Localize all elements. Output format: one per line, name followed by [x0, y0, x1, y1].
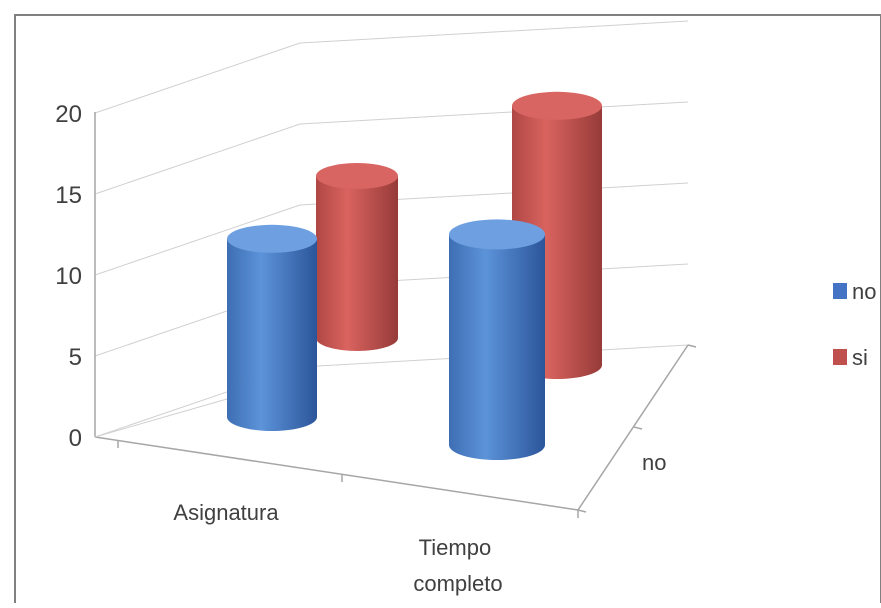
category-label-line: completo [413, 571, 502, 596]
gridline-back [299, 101, 689, 125]
legend-label-no: no [852, 279, 876, 304]
bars [227, 91, 602, 460]
y-tick-label: 20 [55, 101, 82, 128]
legend: no si [833, 279, 876, 370]
bar-no-1 [449, 219, 545, 460]
bar-si-0 [316, 163, 398, 351]
y-tick-label: 10 [55, 263, 82, 290]
bar-top [512, 91, 602, 120]
floor-front-edge [94, 436, 579, 511]
gridline-back [299, 20, 689, 44]
y-tick-label: 15 [55, 182, 82, 209]
y-tick-label: 5 [69, 344, 82, 371]
bar-body [227, 238, 317, 431]
bar-top [449, 219, 545, 250]
chart-border [14, 14, 881, 608]
y-tick-labels: 0 5 10 15 20 [55, 101, 82, 452]
floor-right-edge [577, 344, 689, 511]
bar-body [449, 234, 545, 460]
category-label-tiempo-completo: Tiempo completo [413, 535, 502, 596]
depth-tick-3 [687, 344, 697, 348]
bar-body [316, 176, 398, 351]
category-label-asignatura: Asignatura [173, 500, 279, 525]
depth-axis-label: no [642, 450, 666, 475]
bar-top [227, 224, 317, 253]
depth-tick-1 [577, 509, 587, 513]
bar-top [316, 163, 398, 189]
category-label-line: Tiempo [419, 535, 492, 560]
bar-no-0 [227, 224, 317, 431]
legend-swatch-no [833, 283, 847, 299]
legend-label-si: si [852, 345, 868, 370]
depth-tick-2 [633, 426, 643, 430]
gridline-left [94, 204, 301, 276]
gridline-left [94, 42, 301, 114]
legend-swatch-si [833, 349, 847, 365]
gridline-left [94, 123, 301, 195]
y-tick-label: 0 [69, 425, 82, 452]
